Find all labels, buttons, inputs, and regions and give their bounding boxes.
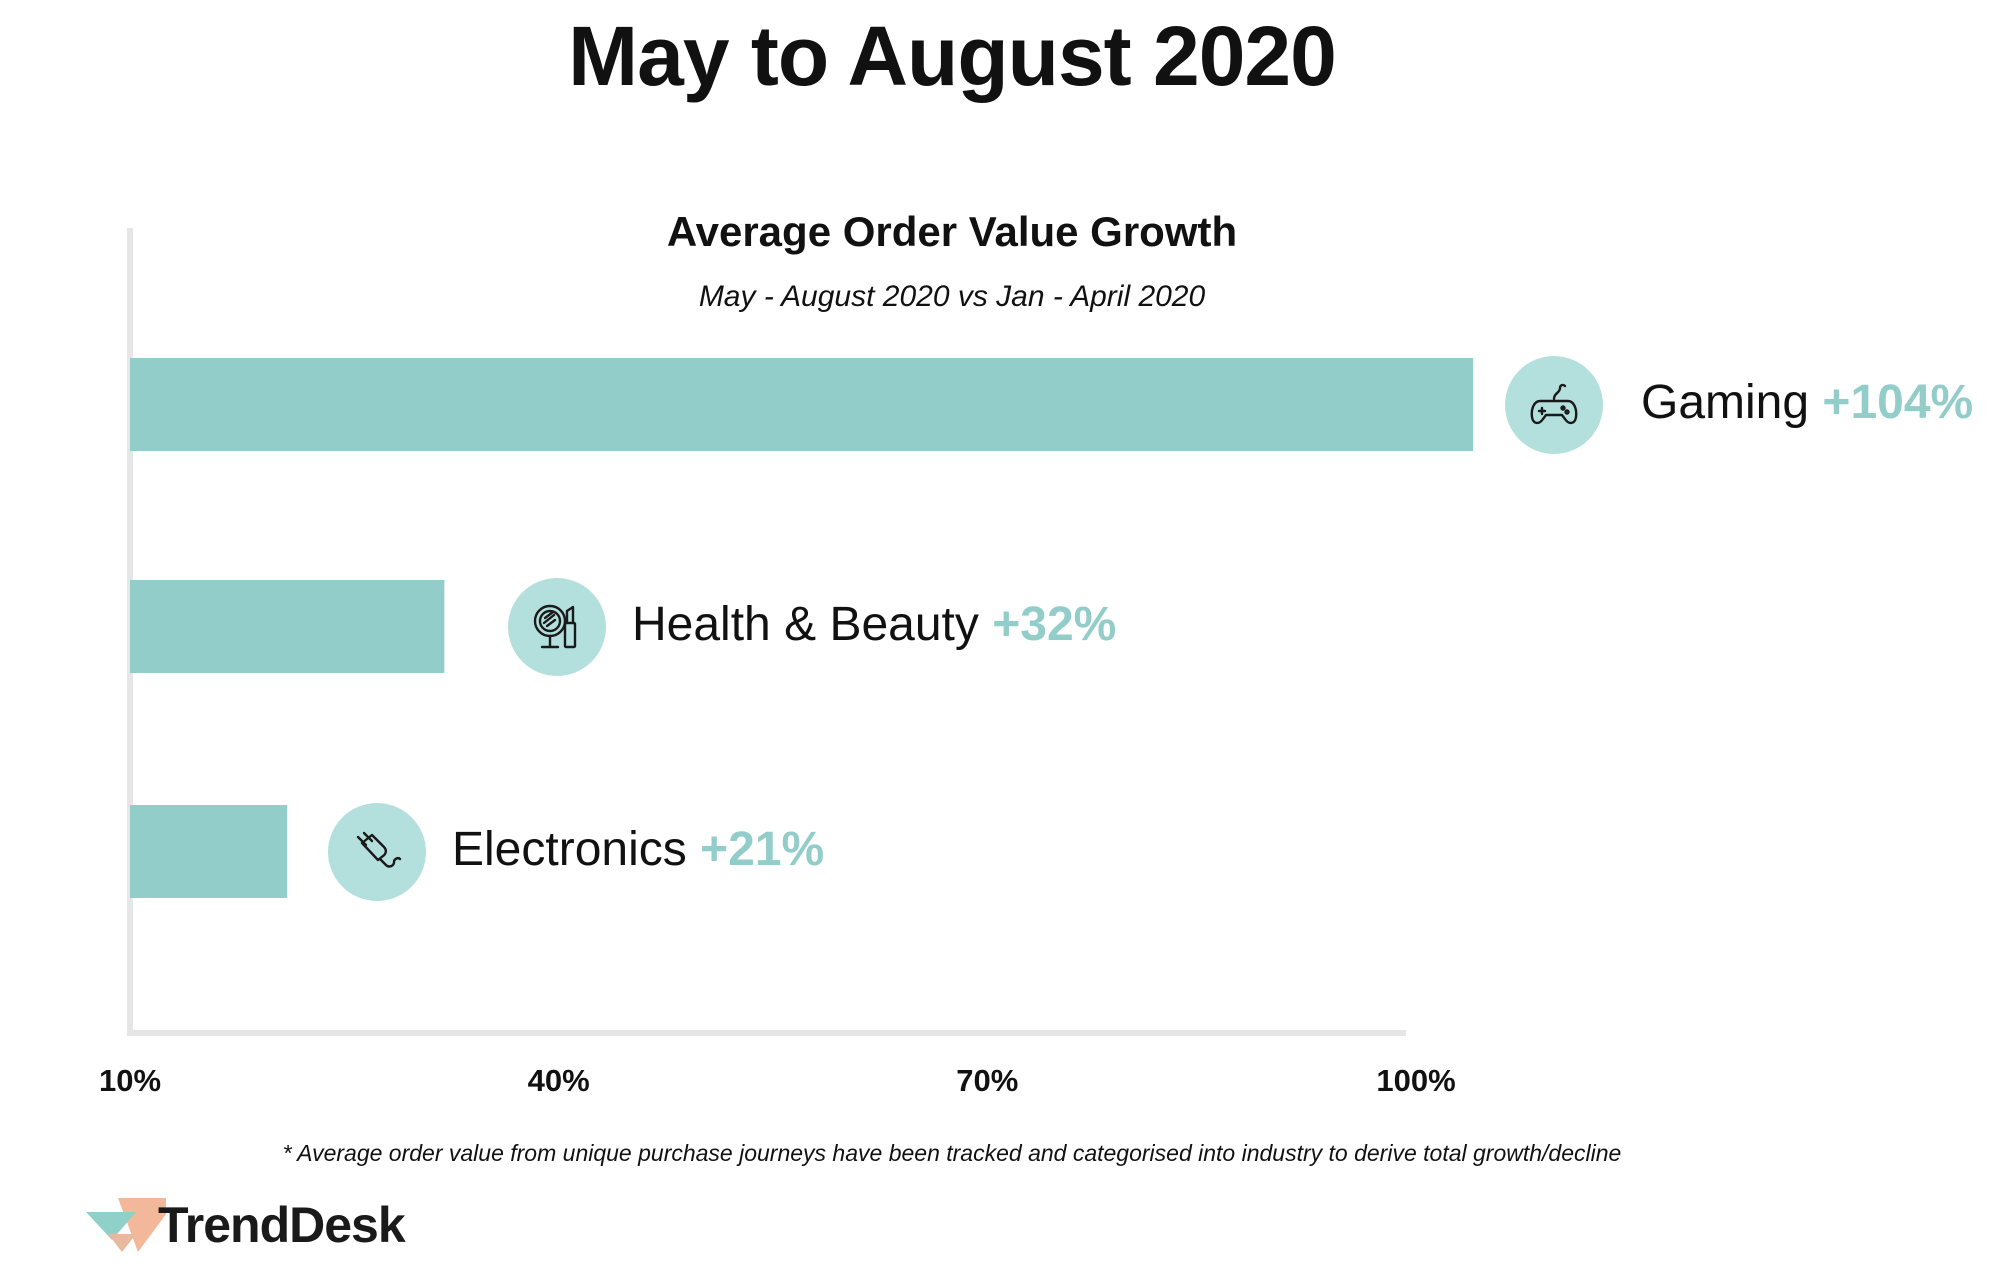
category-name: Health & Beauty — [632, 597, 993, 651]
brand-name: TrendDesk — [158, 1197, 406, 1253]
category-name: Electronics — [452, 822, 701, 876]
bar-gaming — [130, 358, 1474, 451]
category-label: Gaming +104% — [1641, 375, 1974, 429]
footnote: * Average order value from unique purcha… — [282, 1140, 1622, 1166]
category-name: Gaming — [1641, 375, 1823, 429]
chart-title: Average Order Value Growth — [666, 208, 1238, 255]
x-tick-label: 70% — [956, 1063, 1019, 1098]
plug-icon — [328, 802, 426, 901]
page-title: May to August 2020 — [568, 9, 1337, 103]
bar-electronics — [130, 805, 288, 898]
data-label: +104% — [1822, 375, 1974, 429]
x-tick-label: 10% — [98, 1063, 162, 1098]
x-tick-label: 40% — [527, 1063, 590, 1098]
bar-health-beauty — [130, 580, 445, 673]
chart-subtitle: May - August 2020 vs Jan - April 2020 — [698, 280, 1206, 313]
data-label: +32% — [992, 597, 1117, 651]
trenddesk-logo-mark-icon — [86, 1198, 178, 1252]
gamepad-icon — [1505, 355, 1603, 454]
trenddesk-logo: TrendDesk — [86, 1190, 446, 1260]
category-label: Electronics +21% — [452, 822, 825, 876]
x-tick-label: 100% — [1376, 1063, 1456, 1098]
data-label: +21% — [700, 822, 825, 876]
category-label: Health & Beauty +32% — [632, 597, 1117, 651]
makeup-mirror-icon — [508, 577, 606, 676]
